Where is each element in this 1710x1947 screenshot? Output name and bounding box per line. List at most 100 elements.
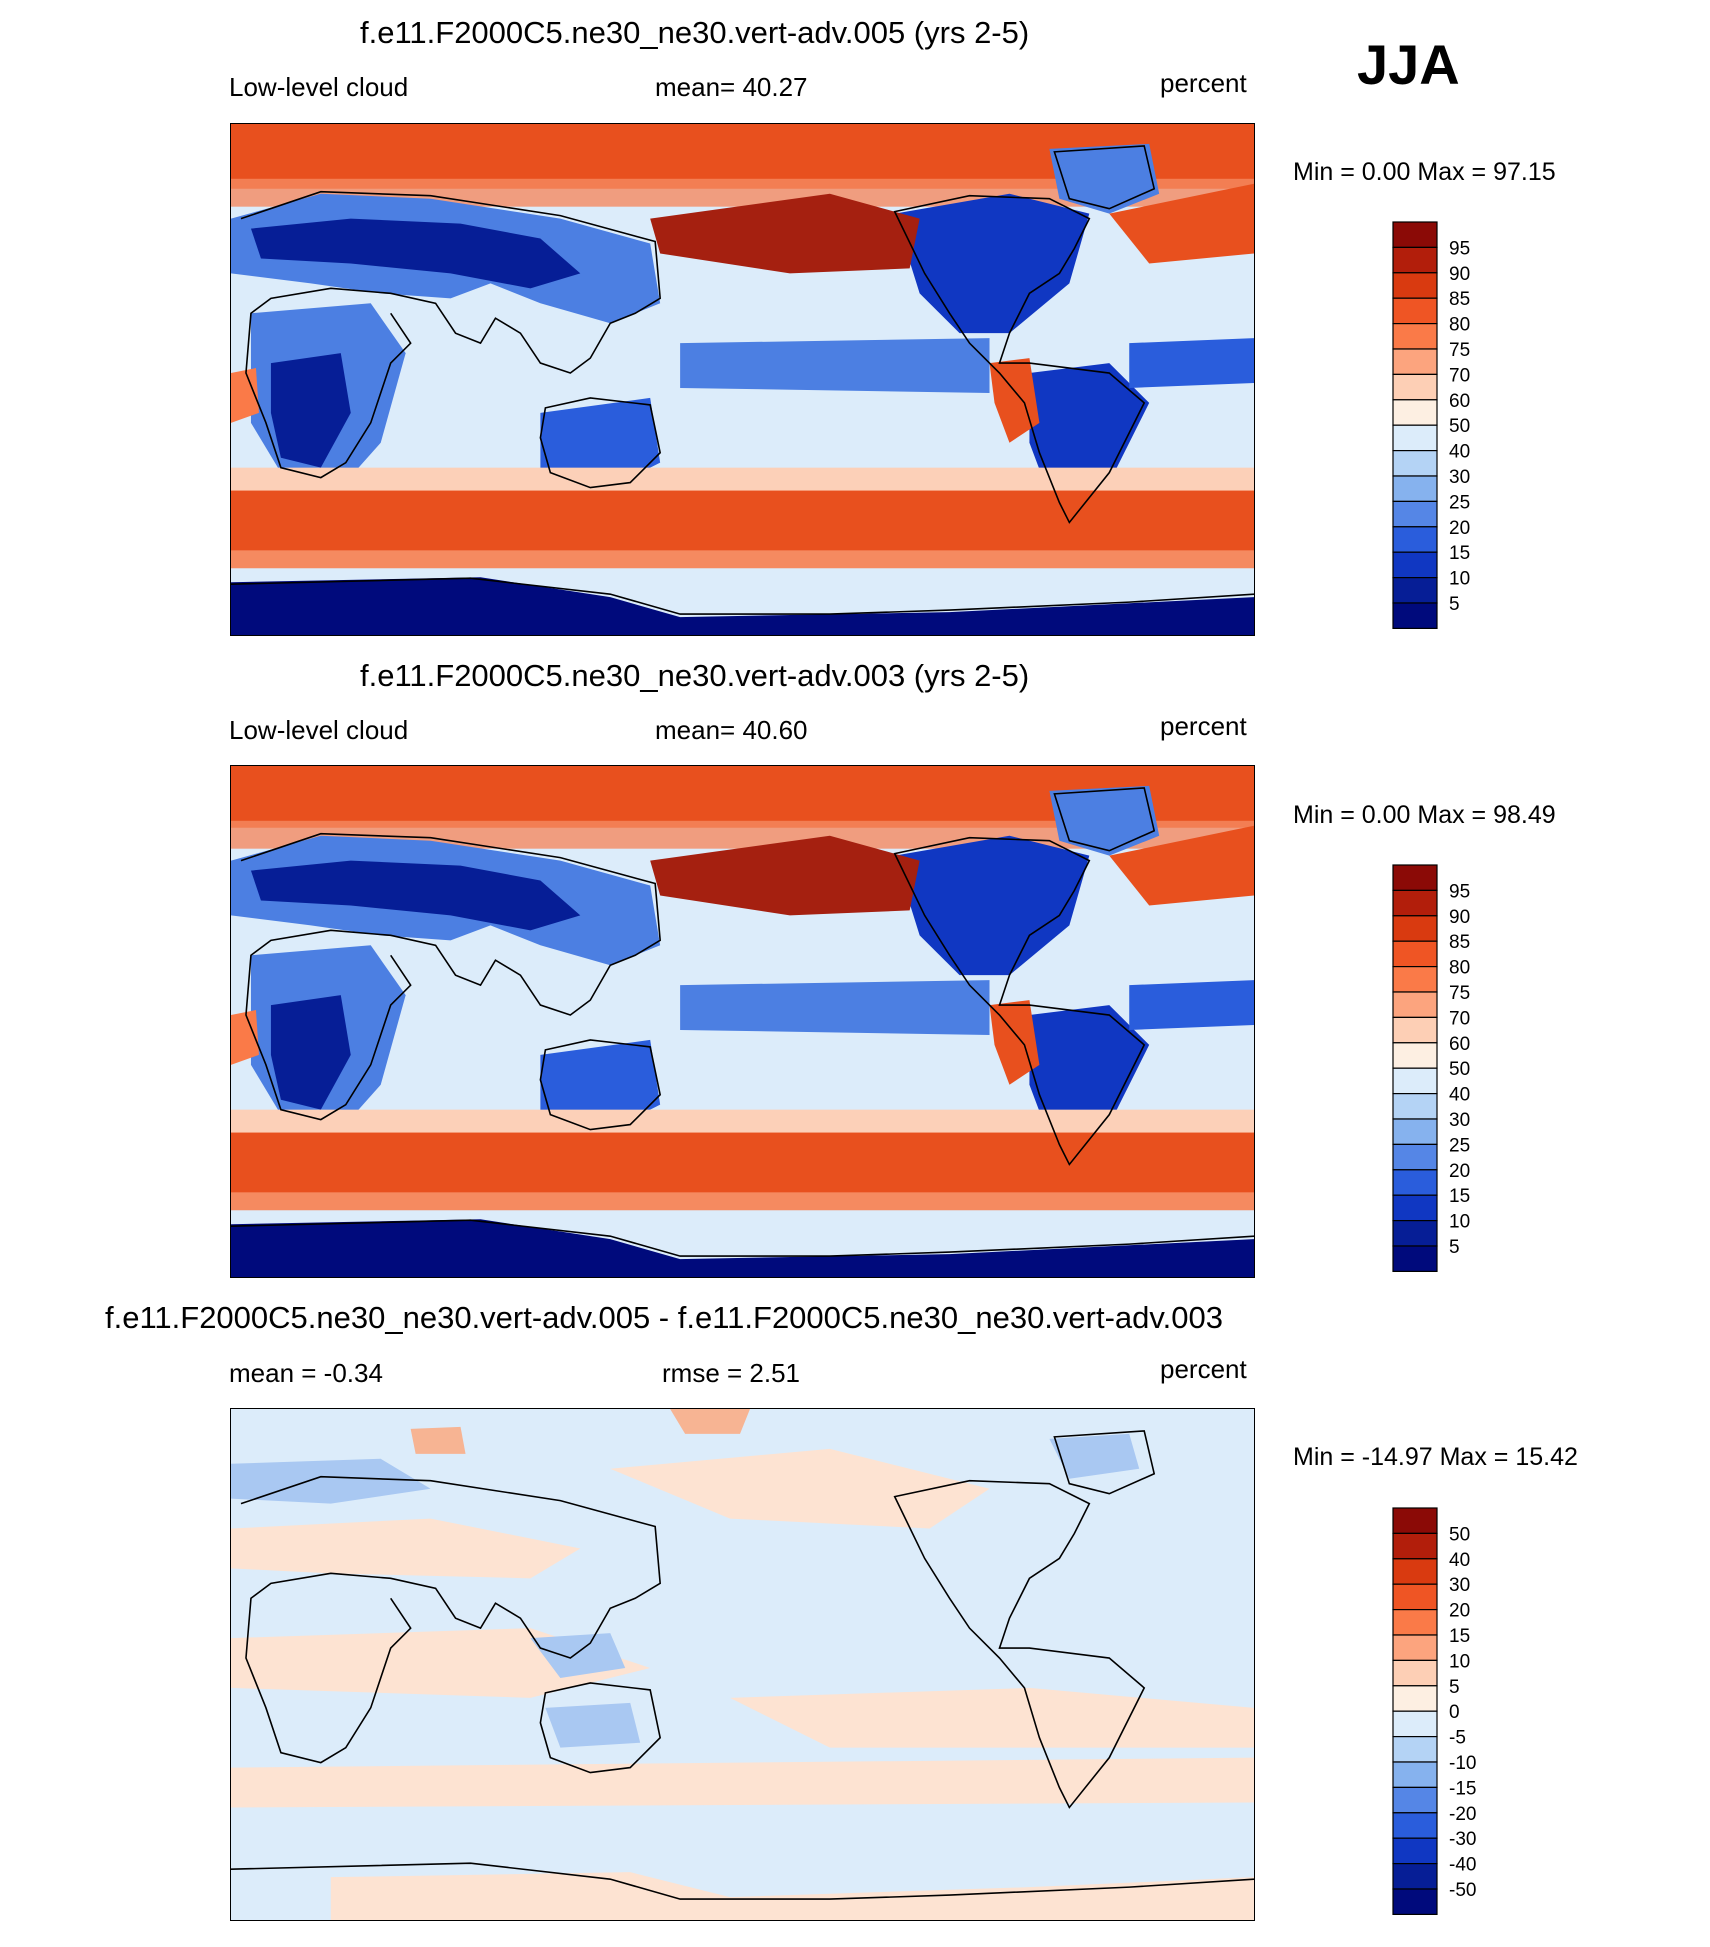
panel-3-field-positive-patch-4: [730, 1687, 1254, 1748]
panel-3-colorbar-swatch-6: [1392, 1659, 1438, 1687]
panel-3-colorbar-swatch-10: [1392, 1761, 1438, 1788]
panel-2-colorbar-swatch-3: [1392, 940, 1438, 968]
panel-3-colorbar-swatch-2: [1392, 1558, 1438, 1585]
panel-1-field-north-pacific-high: [650, 193, 920, 274]
panel-2-colorbar: 95 90 85 80 75 70 60 50 40 30 25 20 15 10 5: [1392, 864, 1513, 1272]
panel-1-field-southern-ocean-high: [231, 490, 1254, 553]
panel-1-colorbar-svg: 95 90 85 80 75 70 60 50 40 30 25 20 15 10 5: [1392, 221, 1470, 629]
panel-1-colorbar-swatch-9: [1392, 450, 1438, 477]
panel-3-colorbar-tick-label: 5: [1449, 1677, 1460, 1698]
panel-2-field-south-africa-lowest: [270, 995, 351, 1110]
panel-2-colorbar-swatch-11: [1392, 1143, 1438, 1171]
panel-2-field-tropical-pacific-low: [680, 980, 990, 1035]
panel-3-colorbar-tick-label: 15: [1449, 1626, 1470, 1647]
panel-3-colorbar-swatch-15: [1392, 1888, 1438, 1915]
panel-3-colorbar-swatch-7: [1392, 1685, 1438, 1712]
panel-2-field-north-atlantic-high: [1109, 825, 1254, 906]
panel-1-colorbar-tick-label: 80: [1449, 315, 1470, 336]
panel-3-colorbar-swatch-4: [1392, 1608, 1438, 1636]
panel-2-colorbar-swatch-14: [1392, 1220, 1438, 1247]
panel-3-colorbar-swatch-14: [1392, 1863, 1438, 1890]
panel-2-colorbar-tick-label: 40: [1449, 1085, 1470, 1106]
panel-1-colorbar-tick-label: 25: [1449, 492, 1470, 513]
panel-1-map-canvas: [231, 124, 1254, 635]
panel-2-field-greenland-low: [1049, 785, 1160, 856]
panel-2-colorbar-tick-label: 30: [1449, 1110, 1470, 1131]
panel-2-colorbar-swatch-2: [1392, 915, 1438, 942]
panel-1-field-southern-ocean-light: [231, 467, 1254, 493]
panel-1-colorbar-swatch-6: [1392, 373, 1438, 401]
panel-1-colorbar-swatch-11: [1392, 500, 1438, 528]
panel-2-colorbar-swatch-8: [1392, 1067, 1438, 1095]
panel-3-colorbar-swatch-13: [1392, 1837, 1438, 1865]
panel-1-colorbar-tick-label: 20: [1449, 518, 1470, 539]
panel-1-variable-label: Low-level cloud: [229, 72, 409, 102]
panel-3-units-label: percent: [1160, 1354, 1247, 1384]
panel-1-colorbar-swatch-8: [1392, 424, 1438, 452]
panel-1-field-north-america-low: [894, 193, 1090, 334]
panel-1-colorbar-swatch-7: [1392, 399, 1438, 426]
panel-2-colorbar-swatch-1: [1392, 889, 1438, 917]
panel-1-field-greenland-low: [1049, 143, 1160, 214]
panel-1-field-tropical-atlantic-low: [1129, 338, 1254, 388]
panel-2-field-angola-stratocumulus: [231, 1010, 259, 1065]
panel-2-variable-label: Low-level cloud: [229, 715, 409, 745]
panel-2-colorbar-tick-label: 70: [1449, 1008, 1470, 1029]
panel-2-colorbar-swatch-6: [1392, 1016, 1438, 1044]
panel-3-colorbar-swatch-11: [1392, 1786, 1438, 1814]
panel-3-mean-label: mean = -0.34: [229, 1358, 383, 1388]
panel-2-field-southern-ocean-high: [231, 1132, 1254, 1195]
panel-1-colorbar-tick-label: 10: [1449, 569, 1470, 590]
panel-2-colorbar-swatch-0: [1392, 864, 1438, 891]
panel-2-colorbar-swatch-9: [1392, 1093, 1438, 1120]
panel-2-colorbar-tick-label: 85: [1449, 932, 1470, 953]
panel-1-colorbar-tick-label: 90: [1449, 264, 1470, 285]
panel-2-colorbar-swatch-10: [1392, 1118, 1438, 1145]
panel-3-field-positive-patch-1: [231, 1518, 581, 1579]
panel-1-map: [230, 123, 1255, 636]
panel-2-title: f.e11.F2000C5.ne30_ne30.vert-adv.003 (yr…: [360, 658, 1030, 693]
panel-1-colorbar-swatch-2: [1392, 272, 1438, 299]
panel-1-colorbar-swatch-5: [1392, 348, 1438, 375]
panel-2-field-antarctica-lowest: [231, 1219, 1254, 1277]
panel-3-colorbar-tick-label: 50: [1449, 1524, 1470, 1545]
panel-2-colorbar-tick-label: 95: [1449, 881, 1470, 902]
panel-3-colorbar-tick-label: -40: [1449, 1855, 1476, 1876]
panel-3-colorbar-tick-label: 10: [1449, 1651, 1470, 1672]
panel-2-map: [230, 765, 1255, 1278]
panel-2-colorbar-tick-label: 90: [1449, 907, 1470, 928]
panel-3-colorbar-swatch-5: [1392, 1634, 1438, 1661]
panel-1-title: f.e11.F2000C5.ne30_ne30.vert-adv.005 (yr…: [360, 15, 1030, 50]
panel-3-map: [230, 1408, 1255, 1921]
panel-2-colorbar-swatch-13: [1392, 1194, 1438, 1222]
panel-2-colorbar-tick-label: 25: [1449, 1135, 1470, 1156]
panel-3-colorbar-tick-label: 40: [1449, 1550, 1470, 1571]
panel-1-colorbar-tick-label: 95: [1449, 238, 1470, 259]
panel-3-colorbar-tick-label: -5: [1449, 1728, 1466, 1749]
panel-1-field-central-asia-lowest: [250, 218, 581, 289]
panel-2-colorbar-swatch-7: [1392, 1042, 1438, 1069]
panel-2-field-southern-ocean-edge: [231, 1192, 1254, 1211]
panel-2-field-north-pacific-high: [650, 835, 920, 916]
panel-2-coastlines: [231, 787, 1254, 1257]
panel-1-coastlines: [231, 145, 1254, 615]
panel-3-colorbar-swatch-8: [1392, 1710, 1438, 1738]
panel-3-map-canvas: [231, 1409, 1254, 1920]
panel-1-colorbar-tick-label: 5: [1449, 594, 1460, 615]
panel-2-colorbar-swatch-12: [1392, 1169, 1438, 1196]
panel-1-colorbar-tick-label: 15: [1449, 543, 1470, 564]
panel-1-field-angola-stratocumulus: [231, 368, 259, 423]
panel-2-field-central-asia-lowest: [250, 860, 581, 931]
panel-2-colorbar-swatch-5: [1392, 991, 1438, 1018]
panel-3-colorbar-tick-label: -50: [1449, 1880, 1476, 1901]
panel-2-units-label: percent: [1160, 711, 1247, 741]
panel-1-colorbar-swatch-4: [1392, 322, 1438, 350]
panel-3-field-negative-patch-3: [1049, 1433, 1140, 1479]
panel-2-colorbar-tick-label: 60: [1449, 1034, 1470, 1055]
panel-3-colorbar-tick-label: -15: [1449, 1778, 1476, 1799]
panel-1-colorbar-swatch-3: [1392, 297, 1438, 325]
panel-2-minmax-label: Min = 0.00 Max = 98.49: [1293, 801, 1556, 829]
panel-3-colorbar-swatch-1: [1392, 1532, 1438, 1560]
panel-3-field-positive-patch-6: [330, 1872, 1254, 1920]
